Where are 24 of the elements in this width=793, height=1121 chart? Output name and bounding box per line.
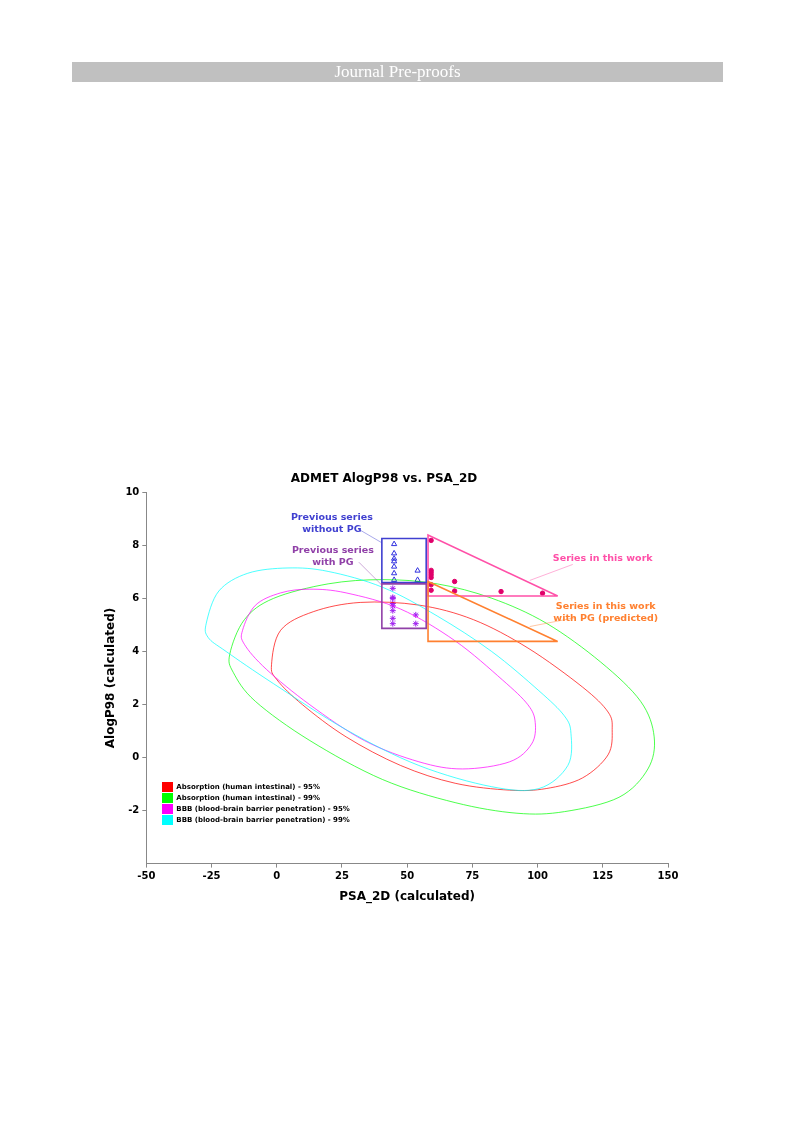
annotation: Previous series with PG bbox=[291, 544, 374, 569]
x-tick-label: 75 bbox=[465, 870, 480, 882]
y-tick-label: 4 bbox=[132, 645, 140, 657]
x-tick-label: -25 bbox=[202, 870, 221, 882]
x-axis-title: PSA_2D (calculated) bbox=[339, 888, 476, 904]
annotation: Series in this work with PG (predicted) bbox=[553, 599, 659, 624]
y-tick-label: 2 bbox=[132, 698, 140, 710]
x-tick-label: 25 bbox=[334, 870, 349, 882]
x-tick-label: 50 bbox=[400, 870, 415, 882]
x-tick-label: 150 bbox=[657, 870, 679, 882]
x-tick-label: -50 bbox=[137, 870, 156, 882]
x-tick-label: 125 bbox=[592, 870, 614, 882]
annotation: Series in this work bbox=[552, 552, 653, 565]
y-tick-label: 6 bbox=[132, 592, 140, 604]
y-tick-label: 8 bbox=[132, 539, 140, 551]
chart-title: ADMET AlogP98 vs. PSA_2D bbox=[290, 471, 478, 487]
x-tick-label: 0 bbox=[273, 870, 281, 882]
y-tick-label: -2 bbox=[128, 804, 140, 816]
annotation: Previous series without PG bbox=[290, 510, 373, 535]
y-axis-title: AlogP98 (calculated) bbox=[103, 607, 118, 749]
text: Journal Pre-proofs bbox=[72, 62, 723, 82]
x-tick-label: 100 bbox=[527, 870, 549, 882]
y-tick-label: 10 bbox=[125, 485, 140, 497]
y-tick-label: 0 bbox=[132, 751, 140, 763]
